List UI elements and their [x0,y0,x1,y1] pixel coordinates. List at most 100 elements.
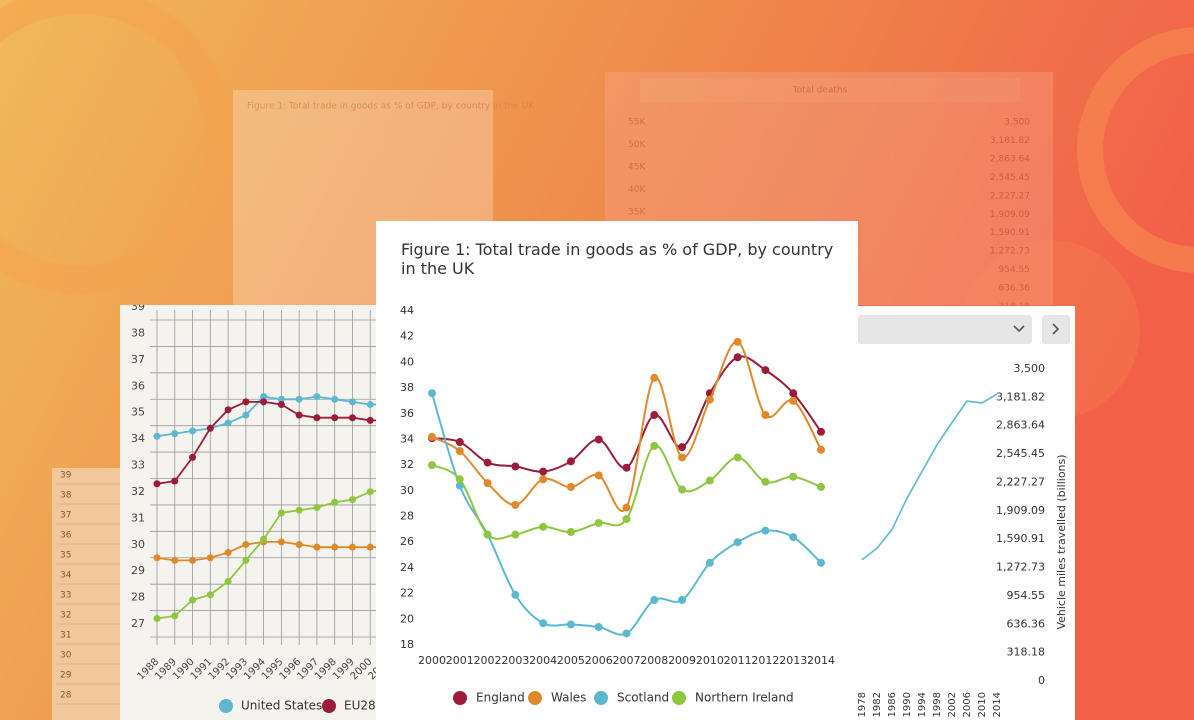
data-point [348,543,356,551]
y-tick-label: 45K [628,163,646,173]
data-point [206,554,214,562]
data-point [277,401,285,409]
y-tick-label: 33 [131,459,145,472]
y2-tick-label: 1,272.73 [996,561,1045,574]
data-point [789,533,798,542]
data-point [189,556,197,564]
data-point [622,503,631,512]
data-point [817,482,825,491]
x-tick-label: 2009 [668,654,696,667]
legend-swatch [453,691,467,705]
x-tick-label: 1978 [857,692,868,717]
y-tick-label: 39 [131,300,145,313]
y-tick-label: 35 [131,406,145,419]
y2-tick-label: 2,545.45 [990,173,1030,183]
data-point [622,463,631,472]
y2-tick-label: 1,590.91 [996,532,1045,545]
y2-tick-label: 954.55 [1007,589,1046,602]
data-point [817,427,825,436]
y-tick-label: 31 [131,511,145,524]
data-point [705,558,714,567]
right-panel: 0 318.18 636.36 954.55 1,272.73 1,590.91 1,909… [857,306,1075,720]
y2-tick-label: 3,181.82 [996,390,1045,403]
y2-tick-label: 1,272.73 [990,247,1030,257]
data-point [817,558,825,567]
data-point [277,509,285,517]
legend-swatch [672,691,686,705]
data-point [566,527,575,536]
data-point [277,395,285,403]
y2-tick-label: 318.18 [1007,646,1046,659]
next-button[interactable] [1042,315,1070,344]
data-point [789,396,798,405]
y2-tick-label: 3,500 [1004,118,1030,128]
y-tick-label: 32 [400,458,414,471]
data-point [313,543,321,551]
y-tick-label: 35K [628,208,646,218]
data-point [539,522,548,531]
data-point [331,414,339,422]
main-panel: 18 20 22 24 26 28 30 32 34 36 38 40 42 44 2000 2001 2002… [376,221,858,720]
y-tick-label: 55K [628,118,646,128]
data-point [761,526,770,535]
data-point [761,411,770,420]
x-tick-label: 2003 [501,654,529,667]
y2-tick-label: 636.36 [1007,617,1046,630]
data-point [366,416,374,424]
data-point [224,406,232,414]
y2-tick-label: 0 [1038,674,1045,687]
y2-tick-label: 2,227.27 [996,475,1045,488]
y-tick-label: 36 [131,379,145,392]
small-panel: 28 29 30 31 32 33 34 35 36 37 38 39 [52,468,120,720]
data-point [242,411,250,419]
data-point [153,554,161,562]
data-point [189,453,197,461]
data-point [295,506,303,514]
y-tick-label: 39 [60,471,72,481]
faded-title: Total deaths [792,86,848,96]
y-tick-label: 34 [131,432,145,445]
y2-tick-label: 1,909.09 [990,210,1030,220]
dropdown [640,78,1020,102]
x-tick-label: 2001 [366,656,392,682]
legend-label: Northern Ireland [695,691,794,705]
legend-label: Wales [551,691,586,705]
data-point [650,596,659,605]
data-point [566,482,575,491]
x-tick-label: 2010 [977,692,988,717]
data-point [348,398,356,406]
x-tick-label: 2002 [474,654,502,667]
data-point [733,538,742,547]
data-point [483,458,492,467]
y-tick-label: 40K [628,185,646,195]
data-point [539,475,548,484]
y2-tick-label: 2,863.64 [996,419,1045,432]
y-tick-label: 44 [400,304,414,317]
data-point [761,366,770,375]
y2-tick-label: 2,863.64 [990,154,1030,164]
data-point [539,619,548,628]
data-point [817,445,825,454]
x-tick-label: 1994 [917,692,928,717]
data-point [511,500,520,509]
y2-tick-label: 2,545.45 [996,447,1045,460]
data-point [650,441,659,450]
data-point [678,485,687,494]
legend-label: Scotland [617,691,669,705]
data-point [566,620,575,629]
data-point [622,629,631,638]
data-point [366,543,374,551]
data-point [366,401,374,409]
data-point [313,393,321,401]
y-tick-label: 22 [400,587,414,600]
y2-tick-label: 636.36 [999,284,1031,294]
y-tick-label: 42 [400,330,414,343]
data-point [224,419,232,427]
legend-label: EU28 [344,699,376,713]
data-point [705,476,714,485]
y2-tick-label: 3,181.82 [990,136,1030,146]
data-point [566,457,575,466]
y2-axis-label: Vehicle miles travelled (billions) [1055,454,1068,629]
dropdown[interactable] [858,315,1032,344]
data-point [171,477,179,485]
